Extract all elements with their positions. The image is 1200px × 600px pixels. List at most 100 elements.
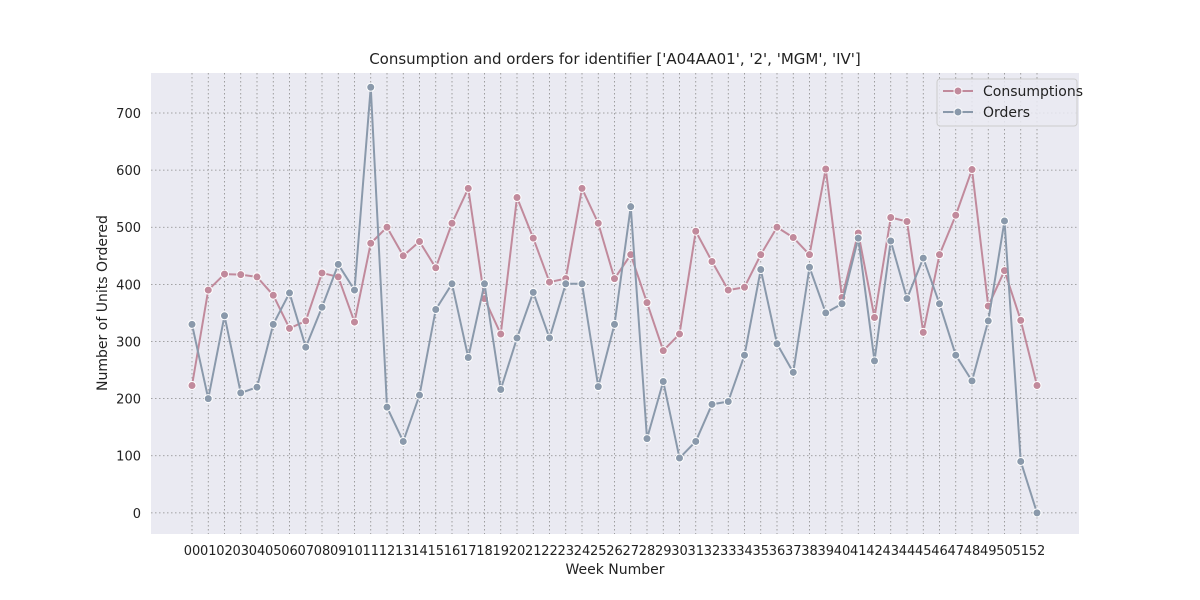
data-point-orders (658, 376, 668, 386)
x-tick-label: 13 (395, 544, 412, 559)
x-tick-label: 11 (362, 544, 379, 559)
data-point-consumptions (285, 323, 294, 333)
data-point-consumptions (415, 237, 424, 247)
x-tick-label: 46 (931, 544, 948, 559)
x-tick-label: 48 (964, 544, 981, 559)
x-tick-label: 04 (249, 544, 266, 559)
x-tick-label: 01 (200, 544, 217, 559)
data-point-orders (187, 319, 197, 329)
data-point-consumptions (788, 233, 798, 243)
x-tick-label: 47 (947, 544, 964, 559)
data-point-orders (918, 253, 928, 263)
x-tick-label: 40 (834, 544, 851, 559)
data-point-consumptions (951, 210, 961, 220)
data-point-consumptions (382, 222, 392, 232)
data-point-orders (528, 287, 538, 297)
legend-marker-consumptions (953, 86, 963, 96)
data-point-orders (675, 453, 684, 463)
data-point-consumptions (935, 250, 944, 260)
data-point-consumptions (886, 213, 896, 223)
data-point-consumptions (496, 329, 506, 339)
data-point-consumptions (658, 346, 668, 356)
x-tick-label: 38 (801, 544, 818, 559)
data-point-consumptions (870, 312, 879, 322)
y-tick-label: 700 (116, 107, 141, 122)
data-point-orders (301, 342, 311, 352)
y-tick-label: 100 (116, 450, 141, 465)
x-tick-label: 06 (281, 544, 298, 559)
x-tick-label: 21 (525, 544, 542, 559)
data-point-consumptions (593, 218, 603, 228)
data-point-orders (285, 288, 294, 298)
data-point-consumptions (366, 238, 376, 248)
x-tick-label: 33 (720, 544, 737, 559)
data-point-orders (837, 299, 847, 309)
x-tick-label: 35 (752, 544, 769, 559)
x-tick-label: 37 (785, 544, 802, 559)
x-tick-label: 24 (574, 544, 591, 559)
data-point-orders (1032, 508, 1042, 518)
data-point-consumptions (463, 183, 473, 193)
data-point-consumptions (1032, 380, 1042, 390)
data-point-consumptions (398, 251, 408, 261)
x-tick-label: 07 (297, 544, 314, 559)
data-point-orders (350, 285, 359, 295)
data-point-consumptions (577, 183, 587, 193)
series-layer (187, 82, 1042, 518)
x-tick-label: 20 (509, 544, 526, 559)
horizontal-gridlines (151, 112, 1079, 514)
data-point-consumptions (675, 329, 684, 339)
data-point-orders (431, 304, 441, 314)
data-point-orders (902, 294, 912, 304)
legend-label-consumptions: Consumptions (983, 84, 1083, 100)
data-point-consumptions (740, 282, 749, 292)
data-point-orders (366, 82, 376, 92)
x-tick-label: 02 (216, 544, 233, 559)
data-point-consumptions (756, 250, 766, 260)
data-point-consumptions (203, 285, 213, 295)
y-tick-label: 200 (116, 393, 141, 408)
data-point-orders (707, 399, 717, 409)
data-point-orders (463, 352, 473, 362)
data-point-orders (967, 376, 977, 386)
data-point-orders (268, 319, 278, 329)
data-point-consumptions (301, 316, 311, 326)
data-point-orders (236, 388, 246, 398)
data-point-orders (805, 262, 814, 272)
series-consumptions (187, 164, 1042, 390)
data-point-orders (1016, 456, 1026, 466)
y-tick-label: 300 (116, 335, 141, 350)
legend-marker-orders (953, 107, 963, 117)
data-point-orders (447, 279, 457, 289)
data-point-consumptions (691, 226, 701, 236)
x-tick-label: 51 (1012, 544, 1029, 559)
data-point-orders (886, 236, 896, 246)
data-point-orders (512, 333, 522, 343)
x-tick-label: 49 (980, 544, 997, 559)
data-point-consumptions (268, 290, 278, 300)
data-point-consumptions (252, 272, 262, 282)
x-tick-label: 50 (996, 544, 1013, 559)
chart-title: Consumption and orders for identifier ['… (369, 50, 861, 68)
vertical-gridlines (191, 73, 1038, 534)
data-point-consumptions (350, 317, 359, 327)
y-tick-label: 500 (116, 221, 141, 236)
data-point-consumptions (187, 380, 197, 390)
x-tick-label: 52 (1029, 544, 1046, 559)
data-point-consumptions (317, 268, 327, 278)
x-tick-label: 23 (557, 544, 574, 559)
data-point-consumptions (967, 165, 977, 175)
data-point-orders (252, 382, 262, 392)
data-point-consumptions (431, 263, 441, 273)
data-point-orders (935, 299, 944, 309)
y-tick-label: 600 (116, 164, 141, 179)
data-point-consumptions (236, 270, 246, 280)
data-point-orders (382, 402, 392, 412)
data-point-orders (870, 356, 879, 366)
data-point-consumptions (918, 327, 928, 337)
data-point-consumptions (512, 193, 522, 203)
data-point-orders (480, 279, 489, 289)
x-tick-label: 17 (460, 544, 477, 559)
data-point-consumptions (545, 277, 554, 287)
data-point-orders (333, 259, 343, 269)
